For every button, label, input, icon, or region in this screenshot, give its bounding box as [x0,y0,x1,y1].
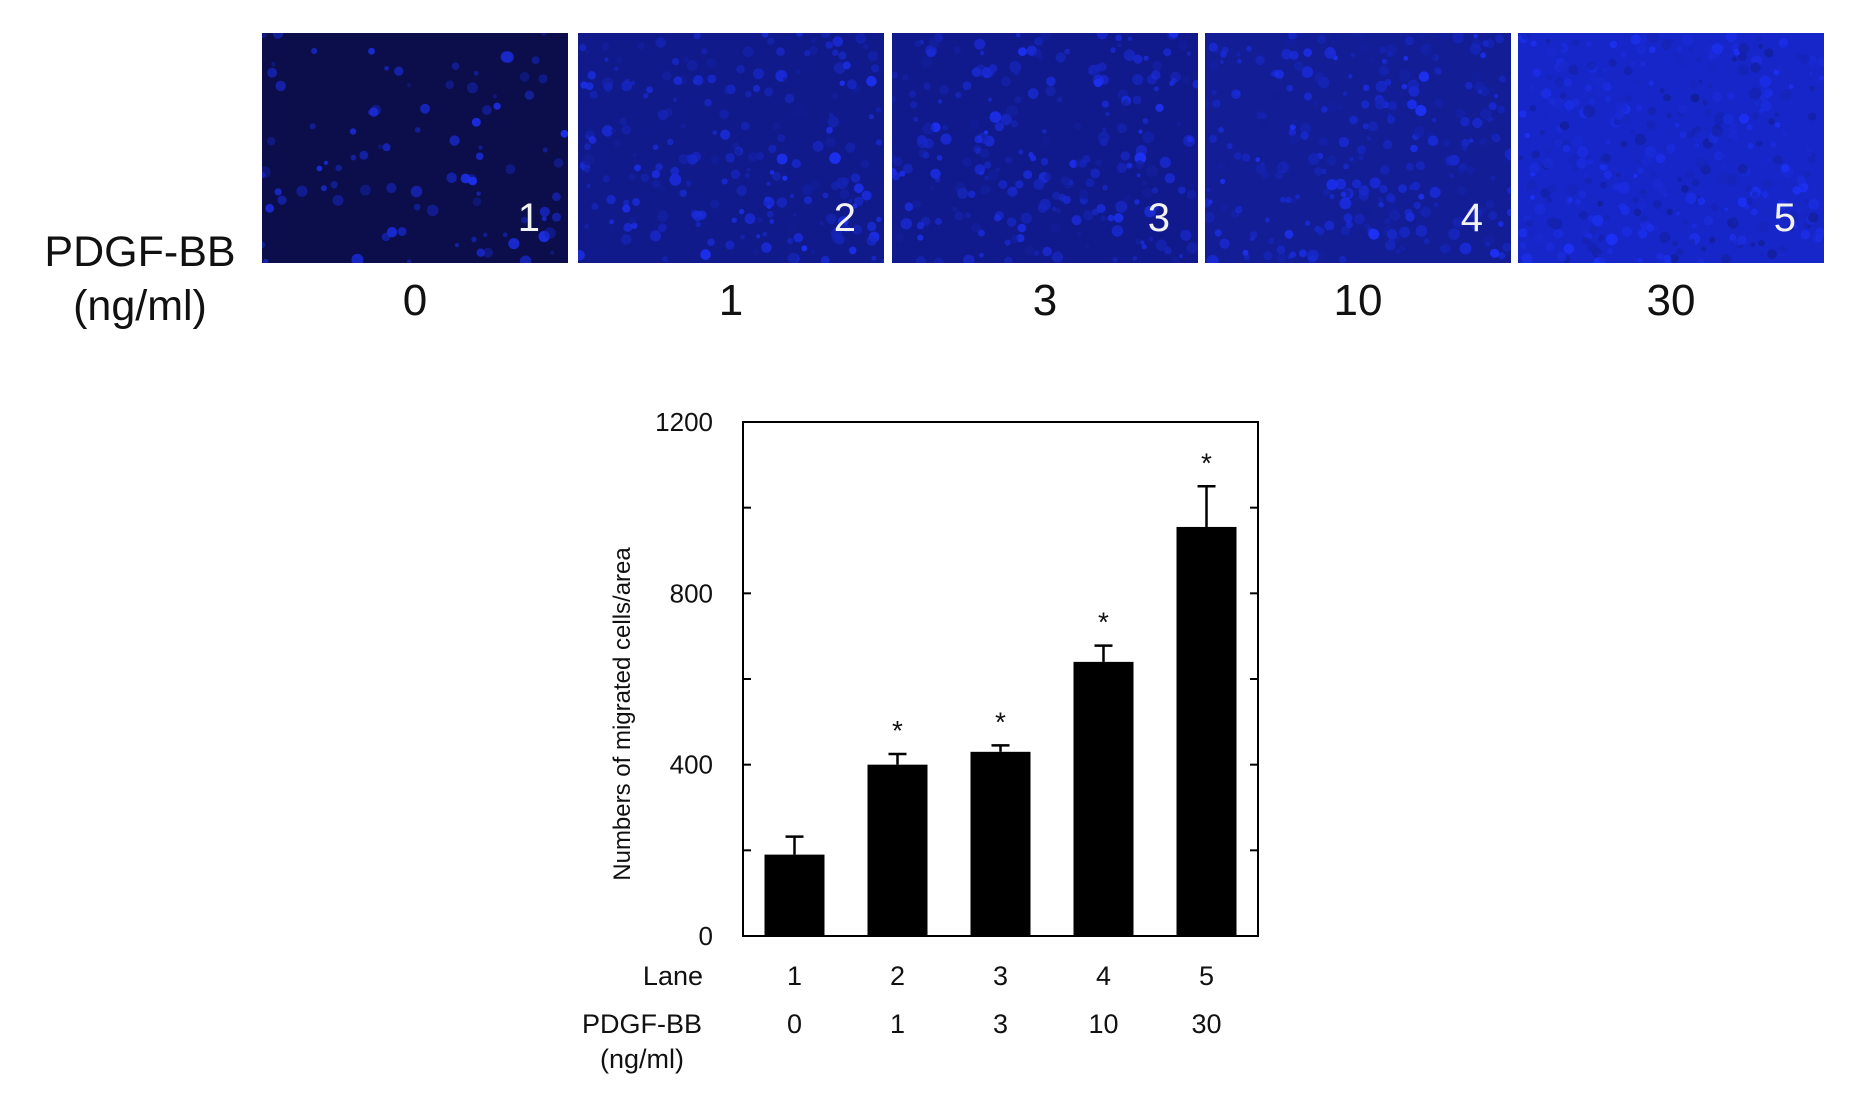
bar [764,854,825,936]
micrograph-panel-5: 5 [1518,33,1824,263]
pdgf-bb-row-label: PDGF-BB [44,228,236,276]
lane-number-label: 3 [993,961,1008,991]
micrograph-panel-3: 3 [892,33,1198,263]
y-tick-label: 400 [670,750,713,780]
micrograph-panel-2: 2 [578,33,884,263]
micrograph-image [1518,33,1824,263]
dose-value-label: 1 [890,1009,905,1039]
significance-marker: * [1098,607,1109,638]
micrograph-panel-number: 4 [1460,196,1483,240]
micrograph-image [1205,33,1511,263]
micrograph-panel-number: 2 [833,196,856,240]
bar [1073,661,1134,936]
pdgf-bb-unit-label: (ng/ml) [73,282,207,330]
micrograph-image [578,33,884,263]
dose-value-label: 10 [1088,1009,1118,1039]
micrograph-image [262,33,568,263]
lane-number-label: 1 [787,961,802,991]
significance-marker: * [1201,447,1212,478]
y-axis-label: Numbers of migrated cells/area [609,547,636,881]
micrograph-image [892,33,1198,263]
dose-value-label: 0 [787,1009,802,1039]
micrograph-dose-label: 30 [1646,276,1696,325]
lane-number-label: 2 [890,961,905,991]
micrograph-dose-label: 10 [1333,276,1383,325]
micrograph-dose-label: 1 [718,276,744,325]
dose-row-label: PDGF-BB [582,1009,702,1039]
bar [1176,526,1237,936]
bar [867,764,928,936]
lane-number-label: 4 [1096,961,1111,991]
dose-value-label: 3 [993,1009,1008,1039]
lane-row-label: Lane [643,961,703,991]
y-tick-label: 1200 [655,407,713,437]
dose-value-label: 30 [1191,1009,1221,1039]
lane-number-label: 5 [1199,961,1214,991]
micrograph-panel-number: 1 [517,196,540,240]
micrograph-panel-4: 4 [1205,33,1511,263]
bar [970,751,1031,936]
significance-marker: * [995,706,1006,737]
micrograph-dose-label: 0 [402,276,428,325]
y-tick-label: 800 [670,578,713,608]
dose-unit-label: (ng/ml) [600,1044,684,1074]
micrograph-panel-number: 3 [1147,196,1170,240]
micrograph-dose-label: 3 [1032,276,1058,325]
micrograph-panel-1: 1 [262,33,568,263]
y-tick-label: 0 [699,921,713,951]
significance-marker: * [892,715,903,746]
micrograph-panel-number: 5 [1773,196,1796,240]
